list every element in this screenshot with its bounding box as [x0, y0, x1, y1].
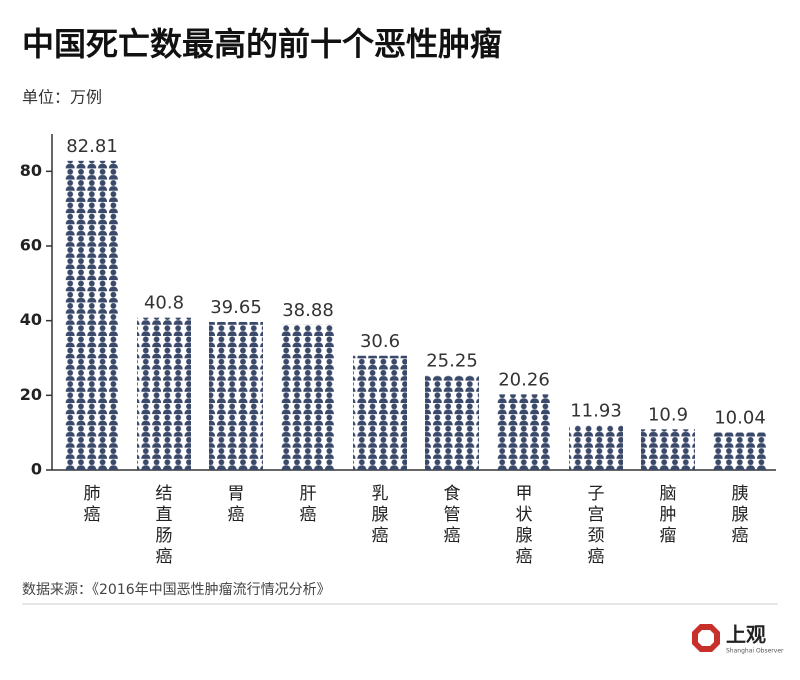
value-label: 39.65 [210, 297, 262, 318]
value-label: 30.6 [360, 331, 400, 352]
logo-english: Shanghai Observer [726, 648, 784, 655]
bar [425, 375, 479, 470]
value-label: 40.8 [144, 293, 184, 314]
value-label: 38.88 [282, 300, 334, 321]
chart-title: 中国死亡数最高的前十个恶性肿瘤 [22, 25, 502, 63]
x-tick-label: 乳腺癌 [371, 484, 389, 546]
bar [641, 429, 695, 470]
y-tick-label: 20 [20, 385, 42, 404]
y-tick-label: 40 [20, 310, 42, 329]
x-tick-label: 肺癌 [83, 484, 101, 525]
logo-mark-inner [698, 630, 714, 646]
value-label: 82.81 [66, 136, 118, 157]
x-tick-label: 食管癌 [443, 484, 461, 546]
value-label: 20.26 [498, 369, 550, 390]
x-tick-label: 肝癌 [299, 484, 317, 525]
value-label: 25.25 [426, 351, 478, 372]
x-tick-label: 脑肿瘤 [659, 484, 677, 546]
bar [569, 425, 623, 470]
value-label: 11.93 [570, 400, 622, 421]
bar [497, 394, 551, 470]
bar [353, 355, 407, 470]
logo-name: 上观 [726, 623, 766, 647]
bar [281, 324, 335, 470]
x-tick-label: 甲状腺癌 [515, 484, 533, 567]
value-label: 10.9 [648, 404, 688, 425]
bar [65, 160, 119, 471]
x-tick-label: 子宫颈癌 [587, 484, 605, 567]
x-tick-label: 胃癌 [227, 484, 245, 525]
y-tick-label: 80 [20, 161, 42, 180]
logo: 上观 Shanghai Observer [692, 623, 784, 655]
bar [713, 432, 767, 470]
y-tick-label: 0 [31, 460, 42, 479]
value-label: 10.04 [714, 408, 766, 429]
bar [209, 321, 263, 470]
x-tick-label: 结直肠癌 [155, 484, 173, 567]
source: 数据来源：《2016年中国恶性肿瘤流行情况分析》 [22, 581, 331, 598]
bar [137, 317, 191, 470]
unit-label: 单位：万例 [22, 88, 102, 107]
x-tick-label: 胰腺癌 [731, 484, 749, 546]
y-tick-label: 60 [20, 236, 42, 255]
